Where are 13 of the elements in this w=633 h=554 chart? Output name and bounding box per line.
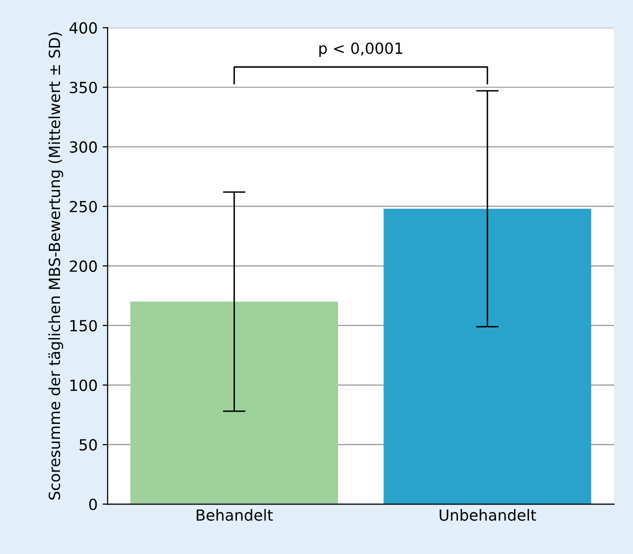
- y-tick-label: 100: [70, 379, 97, 392]
- y-tick-label: 150: [70, 320, 97, 332]
- y-tick-label: 200: [70, 260, 97, 272]
- y-tick-label: 300: [70, 141, 97, 153]
- y-tick-label: 250: [70, 200, 97, 212]
- x-tick-label: Unbehandelt: [440, 509, 536, 521]
- y-tick-label: 50: [80, 439, 97, 451]
- annotation: p < 0,0001: [319, 42, 402, 57]
- y-tick-label: 350: [70, 82, 97, 94]
- x-tick-label: Behandelt: [196, 509, 273, 521]
- y-tick-label: 400: [69, 22, 97, 34]
- y-tick-label: 0: [89, 498, 97, 510]
- y-axis-title: Scoresumme der täglichen MBS-Bewertung (Mittelwert ± SD): [48, 32, 64, 500]
